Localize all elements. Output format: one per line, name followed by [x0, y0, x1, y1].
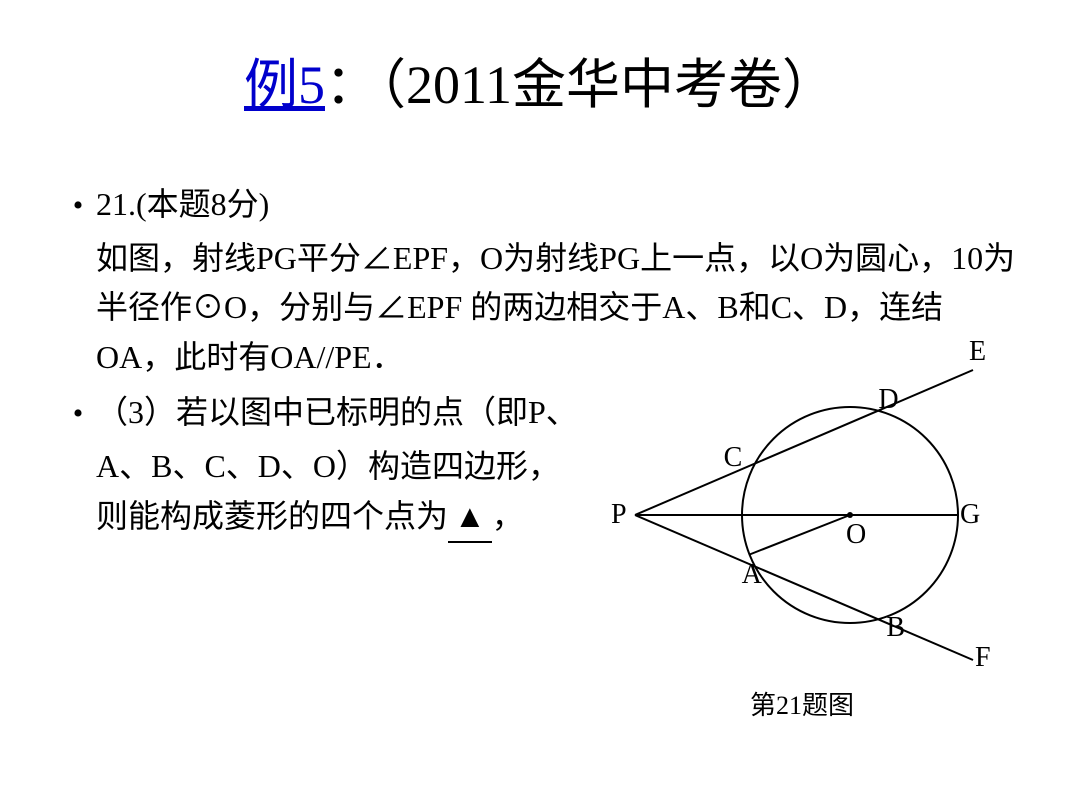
diagram-caption: 第21题图 — [750, 685, 854, 722]
title-link[interactable]: 例5 — [244, 55, 325, 115]
bullet-row-1: • 21.(本题8分) — [60, 180, 1020, 230]
label-O: O — [846, 519, 866, 551]
diagram-svg — [620, 350, 1000, 680]
geometry-diagram: EDCPOGABF 第21题图 — [620, 350, 1000, 720]
page-title: 例5：（2011金华中考卷） — [0, 40, 1080, 119]
bullet-dot-2: • — [60, 391, 96, 438]
label-D: D — [878, 384, 898, 416]
label-A: A — [742, 559, 762, 591]
indent2-suffix: ， — [492, 498, 524, 534]
bullet-dot-1: • — [60, 183, 96, 230]
title-rest: ：（2011金华中考卷） — [325, 55, 836, 115]
label-F: F — [975, 642, 991, 674]
label-B: B — [886, 612, 905, 644]
bullet-text-1: 21.(本题8分) — [96, 180, 1020, 230]
fill-blank: ▲ — [448, 492, 492, 544]
indent2-prefix: 则能构成菱形的四个点为 — [96, 498, 448, 534]
blank-symbol: ▲ — [454, 498, 486, 534]
label-E: E — [969, 336, 986, 368]
label-G: G — [960, 499, 980, 531]
label-C: C — [724, 442, 743, 474]
label-P: P — [611, 499, 627, 531]
